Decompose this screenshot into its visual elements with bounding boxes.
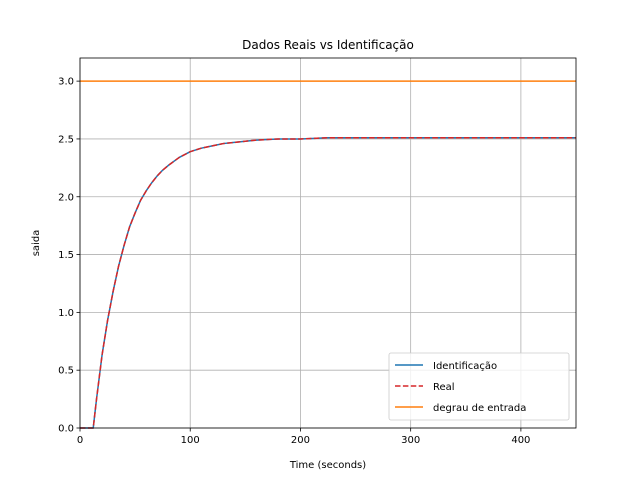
legend-label: Identificação <box>433 361 497 372</box>
x-tick-label: 100 <box>181 435 200 446</box>
x-axis: 0 100 200 300 400 <box>77 428 530 446</box>
y-axis-label: saida <box>31 230 42 257</box>
y-tick-label: 1.5 <box>58 250 74 261</box>
y-axis: 0.0 0.5 1.0 1.5 2.0 2.5 3.0 <box>58 77 80 435</box>
chart-title: Dados Reais vs Identificação <box>242 38 414 52</box>
x-tick-label: 200 <box>291 435 310 446</box>
legend: Identificação Real degrau de entrada <box>388 352 570 421</box>
x-tick-label: 400 <box>511 435 530 446</box>
y-tick-label: 3.0 <box>58 77 74 88</box>
x-tick-label: 300 <box>401 435 420 446</box>
series-layer <box>80 80 576 429</box>
series-line-real <box>80 137 576 429</box>
legend-label: degrau de entrada <box>433 403 526 414</box>
y-tick-label: 2.0 <box>58 192 74 203</box>
plot-frame <box>79 57 577 429</box>
y-tick-label: 2.5 <box>58 134 74 145</box>
legend-box <box>388 352 570 421</box>
x-tick-label: 0 <box>77 435 83 446</box>
y-tick-label: 1.0 <box>58 308 74 319</box>
y-tick-label: 0.5 <box>58 366 74 377</box>
legend-label: Real <box>433 382 455 393</box>
x-axis-label: Time (seconds) <box>289 460 366 471</box>
y-tick-label: 0.0 <box>58 424 74 435</box>
